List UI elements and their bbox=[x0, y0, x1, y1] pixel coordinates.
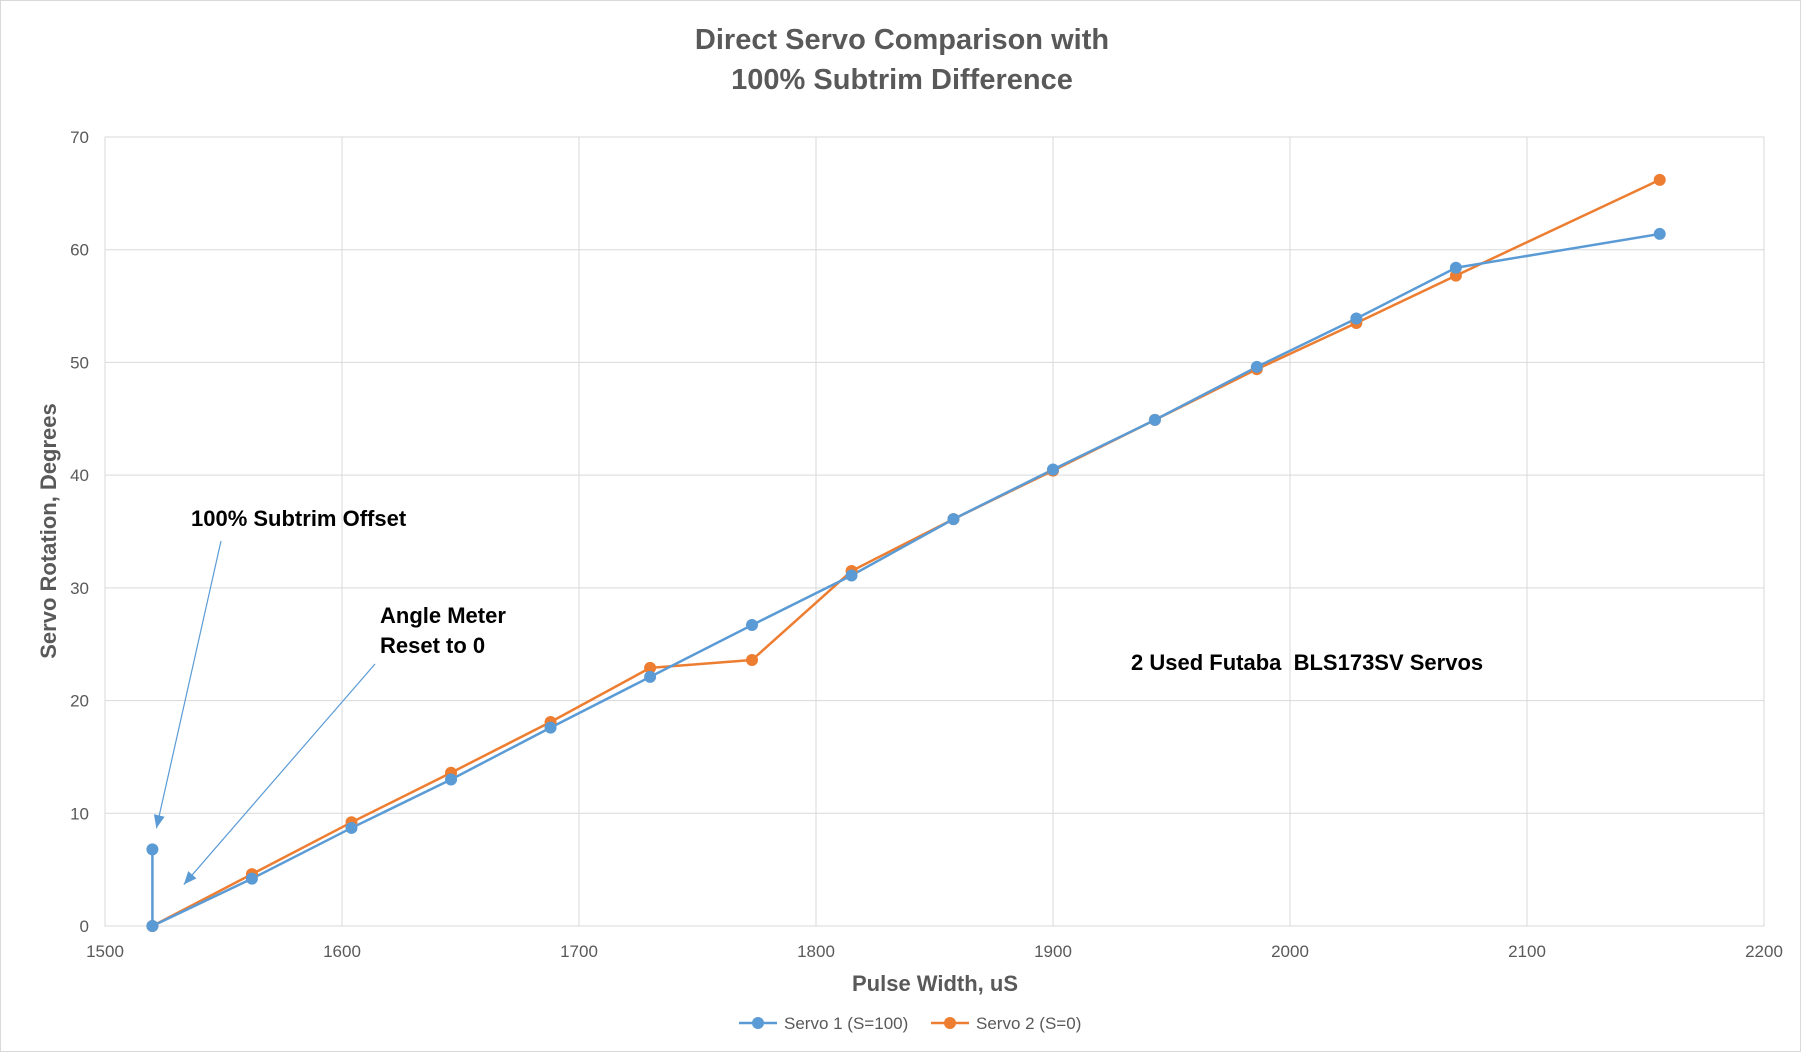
series-2-point bbox=[1653, 173, 1666, 186]
chart-title-line-2: 100% Subtrim Difference bbox=[731, 64, 1073, 96]
legend: Servo 1 (S=100) Servo 2 (S=0) bbox=[739, 1014, 1081, 1033]
series-2-point bbox=[746, 653, 759, 666]
series-1-point bbox=[1148, 413, 1161, 426]
y-tick-label: 40 bbox=[70, 466, 89, 485]
series-1-point bbox=[845, 569, 858, 582]
x-tick-label: 1500 bbox=[86, 942, 124, 961]
series-1-point bbox=[345, 821, 358, 834]
series-1-point bbox=[1250, 360, 1263, 373]
legend-label-1: Servo 1 (S=100) bbox=[784, 1014, 908, 1033]
series-1-point bbox=[544, 721, 557, 734]
series-1-point bbox=[445, 773, 458, 786]
x-tick-label: 2200 bbox=[1745, 942, 1783, 961]
series-layer bbox=[146, 173, 1666, 932]
x-tick-label: 2000 bbox=[1271, 942, 1309, 961]
annotation-angle-meter-line-1: Angle Meter bbox=[380, 603, 506, 628]
series-1-point bbox=[146, 920, 159, 932]
y-axis-title: Servo Rotation, Degrees bbox=[36, 403, 61, 659]
y-tick-label: 50 bbox=[70, 353, 89, 372]
x-tick-label: 1600 bbox=[323, 942, 361, 961]
series-1-point bbox=[1449, 261, 1462, 274]
y-tick-label: 20 bbox=[70, 692, 89, 711]
series-1-point bbox=[644, 670, 657, 683]
series-1-point bbox=[746, 619, 759, 632]
annotation-subtrim-offset: 100% Subtrim Offset bbox=[191, 506, 407, 531]
x-tick-label: 1900 bbox=[1034, 942, 1072, 961]
series-1-point bbox=[146, 843, 159, 856]
arrow-angle-meter-head bbox=[183, 871, 197, 885]
x-tick-label: 2100 bbox=[1508, 942, 1546, 961]
x-axis-title: Pulse Width, uS bbox=[852, 971, 1018, 996]
series-2-point bbox=[644, 661, 657, 674]
x-tick-label: 1800 bbox=[797, 942, 835, 961]
x-axis-ticks: 1500 1600 1700 1800 1900 2000 2100 2200 bbox=[86, 942, 1783, 961]
y-tick-label: 60 bbox=[70, 241, 89, 260]
annotation-arrows bbox=[153, 540, 376, 885]
y-tick-label: 70 bbox=[70, 128, 89, 147]
series-1-point bbox=[947, 513, 960, 526]
arrow-subtrim-head bbox=[153, 814, 165, 829]
chart-title-line-1: Direct Servo Comparison with bbox=[695, 24, 1109, 56]
y-tick-label: 0 bbox=[80, 917, 89, 936]
series-1-point bbox=[1047, 463, 1059, 476]
series-1-point bbox=[1350, 312, 1363, 325]
series-1-point bbox=[245, 872, 258, 885]
y-tick-label: 10 bbox=[70, 804, 89, 823]
annotation-angle-meter-line-2: Reset to 0 bbox=[380, 633, 485, 658]
plot-area bbox=[104, 136, 1765, 927]
arrow-subtrim-line bbox=[155, 540, 222, 829]
legend-marker-2 bbox=[944, 1017, 956, 1029]
series-1-point bbox=[1653, 227, 1666, 240]
legend-label-2: Servo 2 (S=0) bbox=[976, 1014, 1081, 1033]
series-1-line bbox=[151, 232, 1660, 928]
gridlines bbox=[104, 136, 1765, 927]
annotation-servos: 2 Used Futaba BLS173SV Servos bbox=[1131, 650, 1483, 675]
legend-marker-1 bbox=[752, 1017, 764, 1029]
x-tick-label: 1700 bbox=[560, 942, 598, 961]
y-tick-label: 30 bbox=[70, 579, 89, 598]
arrow-angle-meter-line bbox=[183, 663, 376, 885]
y-axis-ticks: 0 10 20 30 40 50 60 70 bbox=[70, 128, 89, 936]
